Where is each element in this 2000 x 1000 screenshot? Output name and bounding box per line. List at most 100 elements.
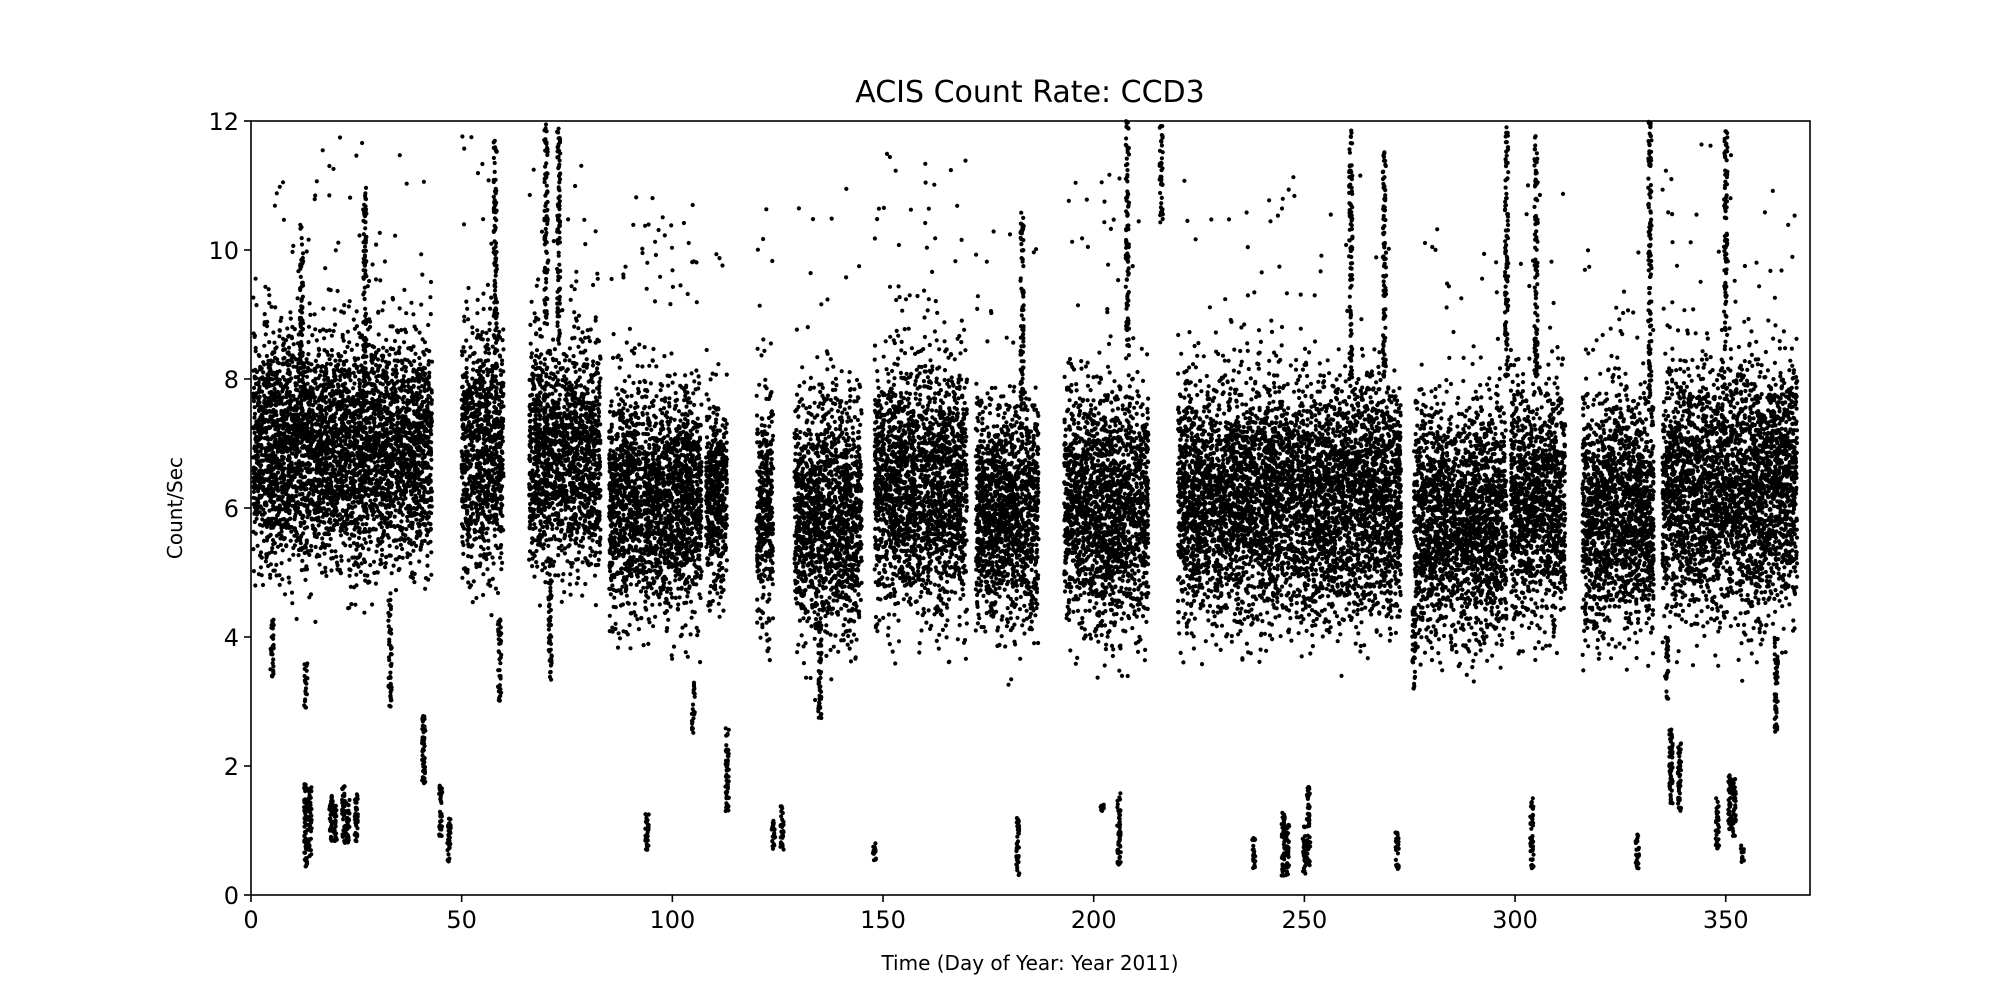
data-point [408,386,413,391]
data-point [328,489,333,494]
data-point [481,291,486,296]
data-point [258,550,264,555]
data-point [474,386,479,391]
data-point [395,444,400,449]
data-point [474,536,479,541]
data-point [375,438,380,443]
data-point [391,491,396,496]
data-point [402,287,407,292]
data-point [423,426,428,432]
data-point [277,184,282,189]
data-point [329,549,334,554]
data-point [328,536,333,542]
data-point [486,178,491,183]
data-point [283,408,288,413]
data-point [460,534,465,539]
data-point [415,533,420,539]
data-point [267,508,272,513]
data-point [484,407,489,412]
data-point [470,457,475,462]
data-point [382,503,388,508]
data-point [255,543,260,548]
data-point [335,288,340,294]
data-point [281,217,286,222]
data-point [461,422,466,427]
data-point [309,501,314,506]
data-point [491,492,496,497]
data-point [277,334,282,339]
data-point [333,506,338,511]
data-point [352,362,357,367]
data-point [499,494,504,499]
data-point [300,545,305,551]
data-point [367,534,372,539]
data-point [262,312,267,317]
data-point [473,478,478,483]
data-point [378,562,383,567]
data-point [351,386,356,391]
data-point [346,487,351,492]
data-point [501,327,506,332]
data-point [418,362,423,367]
data-point [368,428,373,433]
data-point [288,405,293,410]
data-point [363,506,368,511]
data-point [479,377,484,382]
data-point [299,497,305,502]
data-point [359,543,364,548]
data-point [273,305,278,310]
data-point [271,410,276,415]
data-point [429,420,434,425]
data-point [296,553,301,558]
data-point [316,347,322,352]
data-point [341,428,346,433]
data-point [380,553,385,558]
data-point [397,306,402,311]
data-point [317,373,323,378]
data-point [281,484,286,489]
data-point [295,438,300,443]
data-point [331,328,336,334]
data-point [404,181,409,186]
data-point [460,540,465,545]
data-point [485,413,490,418]
data-point [251,495,256,500]
data-point [281,402,286,407]
data-point [466,554,471,559]
data-point [281,522,286,527]
data-point [382,422,387,427]
data-point [269,395,274,400]
data-point [365,573,370,578]
data-point [482,418,487,423]
data-point [377,430,382,436]
data-point [277,582,282,588]
data-point [337,517,342,522]
data-point [355,541,360,547]
data-point [501,528,506,533]
data-point [252,376,257,381]
data-point [425,490,430,495]
data-point [428,295,433,300]
data-point [345,429,350,434]
data-point [481,369,486,374]
data-point [468,345,473,350]
data-point [353,504,358,509]
data-point [312,197,317,202]
data-point [394,374,399,379]
data-point [268,399,274,404]
data-point [294,538,299,544]
data-point [485,567,490,572]
data-point [336,240,341,245]
data-point [490,520,495,525]
data-point [461,551,466,557]
data-point [392,514,397,519]
data-point [352,446,357,451]
data-point [386,381,391,387]
data-point [291,243,296,248]
data-point [335,402,340,408]
data-point [462,318,467,324]
data-point [313,454,318,460]
data-point [462,435,467,441]
data-point [426,577,431,582]
data-point [495,433,500,438]
